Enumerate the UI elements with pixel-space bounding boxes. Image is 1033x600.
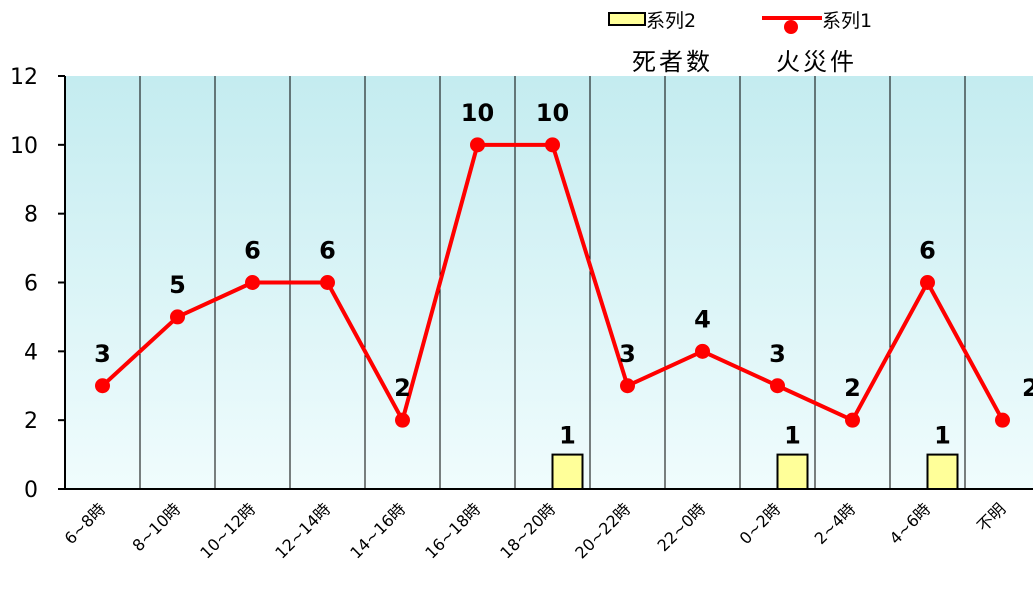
line-data-label: 3 [94,340,111,368]
x-tick-label: 2~4時 [811,499,860,548]
line-data-label: 6 [244,237,261,265]
line-data-label: 3 [769,340,786,368]
line-point [95,378,110,394]
x-tick-label: 不明 [973,499,1009,535]
line-point [545,137,560,153]
line-data-label: 6 [919,237,936,265]
line-point [620,378,635,394]
legend-series1-label: 系列1 [822,10,873,32]
line-data-label: 10 [536,99,569,127]
line-point [170,309,185,325]
line-data-label: 3 [619,340,636,368]
y-tick-label: 8 [24,203,38,228]
line-data-label: 4 [694,305,711,333]
bar-data-label: 1 [784,422,801,450]
line-point [920,275,935,290]
bar-data-label: 1 [934,422,951,450]
x-tick-label: 0~2時 [736,499,785,548]
x-tick-label: 20~22時 [571,499,634,562]
legend-bar-swatch [608,12,646,26]
x-tick-label: 10~12時 [196,499,259,562]
line-point [245,275,260,290]
line-data-label: 2 [844,374,861,402]
y-tick-label: 6 [24,272,38,297]
y-tick-label: 2 [24,409,38,434]
x-tick-label: 4~6時 [886,499,935,548]
legend-header-left: 死者数 [632,48,713,76]
plot-area [65,76,1033,489]
y-tick-label: 4 [24,340,38,365]
x-tick-label: 8~10時 [129,499,185,555]
legend-line-swatch [762,16,822,34]
x-tick-label: 16~18時 [421,499,484,562]
line-point [470,137,485,153]
y-tick-label: 10 [10,134,38,159]
x-tick-label: 6~8時 [61,499,110,548]
legend-series2-label: 系列2 [646,10,697,32]
legend-marker-icon [784,20,798,34]
y-tick-label: 12 [10,65,38,90]
bar [776,453,809,491]
line-data-label: 6 [319,237,336,265]
line-data-label: 2 [394,374,411,402]
legend-header-right: 火災件 [776,48,857,76]
bar-data-label: 1 [559,422,576,450]
line-point [320,275,335,290]
x-tick-label: 12~14時 [271,499,334,562]
y-tick-label: 0 [24,478,38,503]
line-point [695,343,710,359]
line-point [395,412,410,428]
line-point [995,412,1010,428]
line-data-label: 5 [169,271,186,299]
line-point [770,378,785,394]
line-point [845,412,860,428]
line-data-label: 2 [1022,374,1033,402]
x-tick-label: 18~20時 [496,499,559,562]
line-data-label: 10 [461,99,494,127]
x-tick-label: 22~0時 [654,499,710,555]
bar [926,453,959,491]
x-tick-label: 14~16時 [346,499,409,562]
bar [551,453,584,491]
